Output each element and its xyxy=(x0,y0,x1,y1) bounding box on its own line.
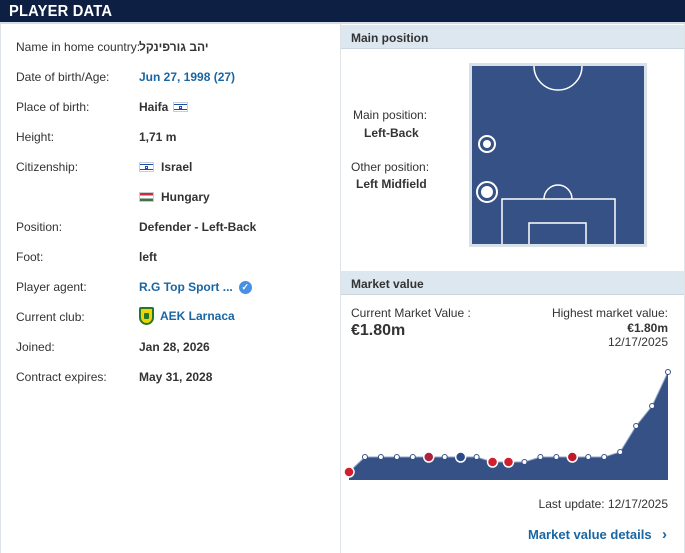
market-value-area xyxy=(349,372,668,480)
position-pitch xyxy=(469,63,647,247)
market-value-chart[interactable] xyxy=(341,350,684,490)
citizenship-text: Israel xyxy=(161,160,193,174)
dob-link[interactable]: Jun 27, 1998 (27) xyxy=(139,70,236,84)
info-row-contract: Contract expires: May 31, 2028 xyxy=(0,362,340,392)
info-value-citizenship-1: Israel xyxy=(139,160,192,174)
market-value-point[interactable] xyxy=(665,369,671,375)
other-position-label: Other position: xyxy=(351,160,430,174)
club-crest-icon[interactable] xyxy=(139,307,154,325)
info-row-citizenship: Citizenship: Israel xyxy=(0,152,340,182)
info-value-club: AEK Larnaca xyxy=(139,307,235,325)
highest-value-label: Highest market value: xyxy=(551,306,668,320)
market-value-point[interactable] xyxy=(393,454,400,460)
current-value-label: Current Market Value : xyxy=(351,306,471,320)
birthplace-text: Haifa xyxy=(139,100,169,114)
info-label: Date of birth/Age: xyxy=(16,70,110,84)
info-row-birthplace: Place of birth: Haifa xyxy=(0,92,340,122)
market-value-point[interactable] xyxy=(633,423,640,429)
club-logo-point[interactable] xyxy=(343,466,355,478)
info-label: Current club: xyxy=(16,310,85,324)
main-position-heading: Main position xyxy=(341,25,684,49)
last-update-text: Last update: 12/17/2025 xyxy=(538,497,668,511)
main-position-value: Left-Back xyxy=(364,126,419,140)
info-value-position: Defender - Left-Back xyxy=(139,220,257,234)
info-label: Player agent: xyxy=(16,280,87,294)
other-position-marker xyxy=(476,181,498,203)
market-value-point[interactable] xyxy=(537,454,544,460)
column-divider xyxy=(340,24,341,553)
info-row-height: Height: 1,71 m xyxy=(0,122,340,152)
info-value-home-name: יהב גורפינקל xyxy=(139,40,209,54)
info-value-contract: May 31, 2028 xyxy=(139,370,213,384)
info-row-joined: Joined: Jan 28, 2026 xyxy=(0,332,340,362)
info-row-dob: Date of birth/Age: Jun 27, 1998 (27) xyxy=(0,62,340,92)
info-label: Joined: xyxy=(16,340,55,354)
header-title: PLAYER DATA xyxy=(9,3,113,20)
info-label: Contract expires: xyxy=(16,370,107,384)
info-label: Height: xyxy=(16,130,55,144)
info-value-foot: left xyxy=(139,250,157,264)
info-value-agent: R.G Top Sport ... ✓ xyxy=(139,280,252,294)
market-value-point[interactable] xyxy=(617,449,624,455)
market-value-point[interactable] xyxy=(409,454,416,460)
verified-check-icon: ✓ xyxy=(238,280,252,294)
market-value-point[interactable] xyxy=(361,454,368,460)
club-link[interactable]: AEK Larnaca xyxy=(160,309,235,323)
info-value-joined: Jan 28, 2026 xyxy=(139,340,210,354)
market-value-point[interactable] xyxy=(585,454,592,460)
israel-flag-icon xyxy=(173,102,189,112)
agent-link[interactable]: R.G Top Sport ... xyxy=(139,280,233,294)
club-logo-point[interactable] xyxy=(486,456,499,468)
market-value-point[interactable] xyxy=(553,454,560,460)
citizenship-text: Hungary xyxy=(161,190,210,204)
info-label: Position: xyxy=(16,220,63,234)
info-row-foot: Foot: left xyxy=(0,242,340,272)
info-row-club: Current club: AEK Larnaca xyxy=(0,302,340,332)
info-label: Name in home country: xyxy=(16,40,141,54)
highest-value-date: 12/17/2025 xyxy=(607,335,668,349)
player-data-header: PLAYER DATA xyxy=(0,0,685,24)
info-label: Citizenship: xyxy=(16,160,79,174)
club-logo-point[interactable] xyxy=(423,451,435,463)
main-position-label: Main position: xyxy=(353,108,428,122)
info-row-agent: Player agent: R.G Top Sport ... ✓ xyxy=(0,272,340,302)
info-value-citizenship-2: Hungary xyxy=(139,190,210,204)
info-value-birthplace: Haifa xyxy=(139,100,189,114)
club-logo-point[interactable] xyxy=(502,456,515,468)
market-value-point[interactable] xyxy=(601,454,608,460)
market-value-details-link[interactable]: Market value details xyxy=(528,527,652,542)
info-row-position: Position: Defender - Left-Back xyxy=(0,212,340,242)
info-label: Place of birth: xyxy=(16,100,90,114)
info-row-citizenship-2: Hungary xyxy=(0,182,340,212)
other-position-value: Left Midfield xyxy=(356,177,427,191)
main-position-marker xyxy=(478,135,496,153)
main-position-heading-text: Main position xyxy=(351,31,429,45)
club-logo-point[interactable] xyxy=(454,451,467,463)
market-value-heading-text: Market value xyxy=(351,277,424,291)
market-value-point[interactable] xyxy=(441,454,448,460)
info-row-home-name: Name in home country: יהב גורפינקל xyxy=(0,32,340,62)
market-value-point[interactable] xyxy=(521,459,528,465)
pitch-lines xyxy=(476,65,616,246)
hungary-flag-icon xyxy=(139,192,154,202)
market-value-point[interactable] xyxy=(473,454,480,460)
club-logo-point[interactable] xyxy=(566,451,579,463)
highest-value-amount: €1.80m xyxy=(627,321,668,335)
israel-flag-icon xyxy=(139,162,154,172)
info-label: Foot: xyxy=(16,250,44,264)
market-value-heading: Market value xyxy=(341,271,684,295)
chevron-right-icon[interactable]: › xyxy=(662,526,667,543)
info-value-height: 1,71 m xyxy=(139,130,177,144)
market-value-point[interactable] xyxy=(649,403,656,409)
current-value-amount: €1.80m xyxy=(351,322,406,339)
market-value-point[interactable] xyxy=(377,454,384,460)
